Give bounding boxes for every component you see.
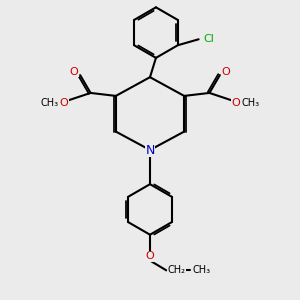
Text: O: O (232, 98, 241, 108)
Text: O: O (221, 67, 230, 76)
Text: O: O (70, 67, 79, 76)
Text: O: O (59, 98, 68, 108)
Text: N: N (145, 143, 155, 157)
Text: CH₃: CH₃ (241, 98, 259, 108)
Text: CH₂: CH₂ (168, 266, 186, 275)
Text: CH₃: CH₃ (193, 266, 211, 275)
Text: O: O (146, 251, 154, 261)
Text: CH₃: CH₃ (41, 98, 59, 108)
Text: Cl: Cl (204, 34, 214, 44)
